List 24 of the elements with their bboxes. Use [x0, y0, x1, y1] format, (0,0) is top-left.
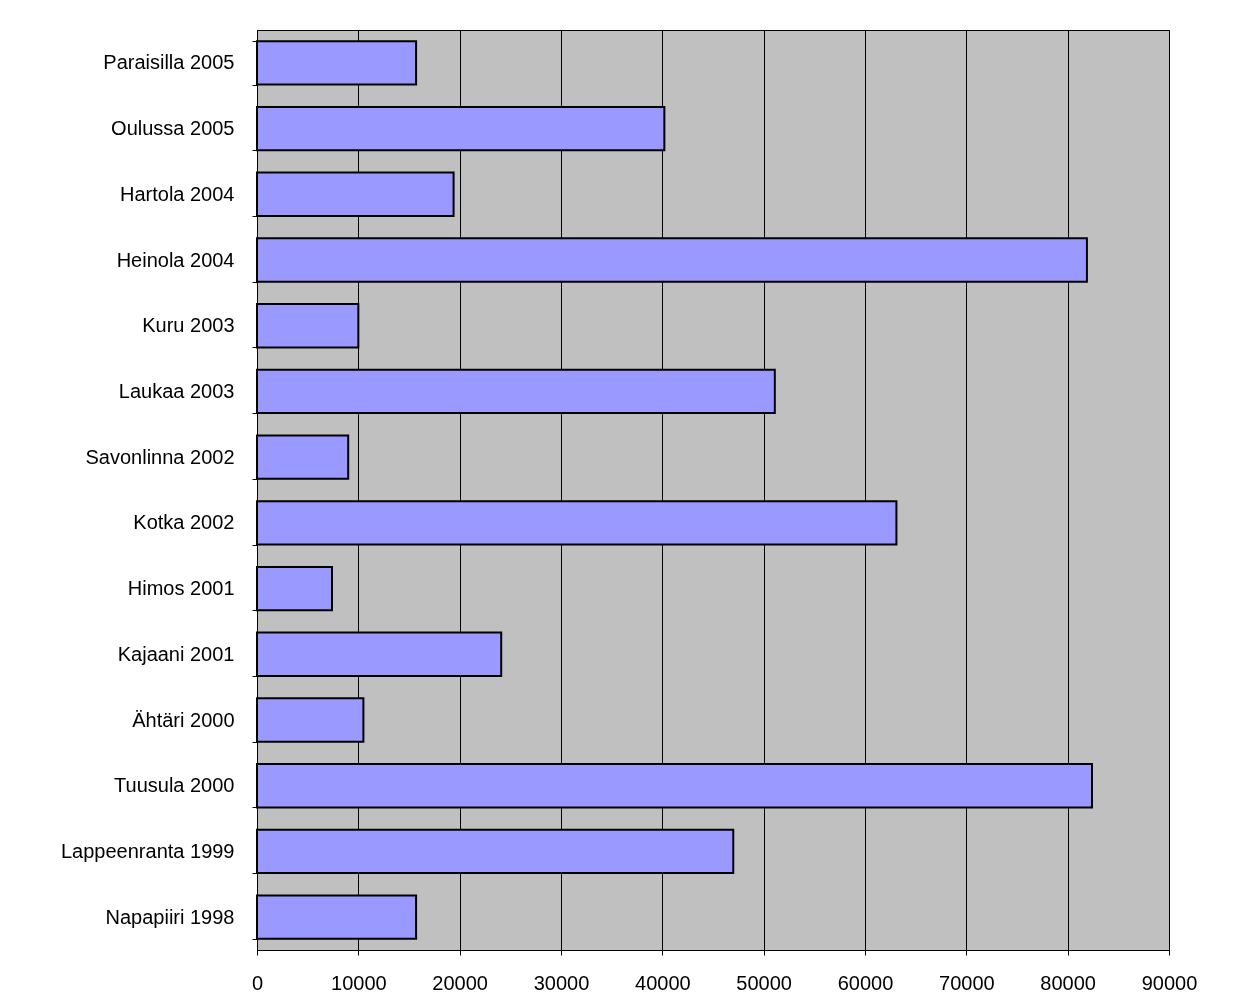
x-tick-label: 60000: [837, 971, 894, 994]
x-tick-label: 80000: [1040, 971, 1096, 994]
y-tick-label: Tuusula 2000: [114, 774, 235, 797]
y-tick-label: Hartola 2004: [119, 182, 235, 205]
y-tick-label: Laukaa 2003: [118, 379, 235, 402]
x-tick-label: 30000: [533, 971, 590, 994]
y-tick-label: Kotka 2002: [133, 511, 235, 534]
y-tick-label: Kajaani 2001: [117, 642, 235, 665]
x-tick-label: 0: [251, 971, 264, 994]
y-tick-label: Kuru 2003: [142, 314, 235, 337]
y-tick-label: Oulussa 2005: [111, 117, 235, 140]
y-tick-label: Savonlinna 2002: [85, 445, 235, 468]
x-tick-label: 10000: [331, 971, 387, 994]
y-tick-label: Himos 2001: [127, 577, 235, 600]
y-tick-label: Ähtäri 2000: [132, 708, 235, 731]
x-tick-label: 90000: [1141, 971, 1198, 994]
x-tick-label: 20000: [432, 971, 488, 994]
y-tick-label: Heinola 2004: [116, 248, 235, 271]
x-tick-label: 40000: [635, 971, 691, 994]
y-tick-label: Lappeenranta 1999: [61, 839, 235, 862]
x-tick-label: 50000: [736, 971, 792, 994]
y-tick-label: Napapiiri 1998: [105, 905, 235, 928]
x-tick-label: 70000: [939, 971, 995, 994]
y-tick-label: Paraisilla 2005: [103, 51, 235, 74]
